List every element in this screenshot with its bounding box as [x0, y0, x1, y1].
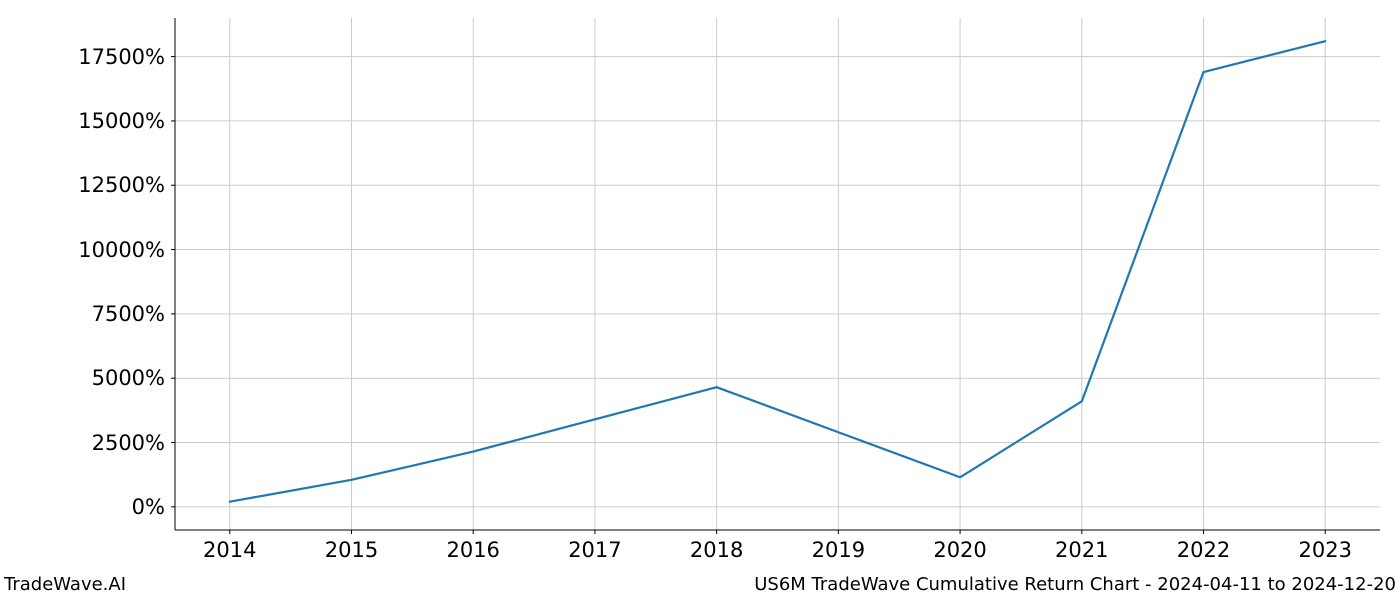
x-tick-label: 2019: [812, 538, 865, 562]
x-tick-label: 2020: [933, 538, 986, 562]
line-chart: [0, 0, 1400, 600]
y-tick-label: 2500%: [92, 431, 165, 455]
x-tick-label: 2016: [446, 538, 499, 562]
brand-label: TradeWave.AI: [4, 574, 126, 595]
y-tick-label: 12500%: [78, 173, 165, 197]
x-tick-label: 2021: [1055, 538, 1108, 562]
x-tick-label: 2014: [203, 538, 256, 562]
x-tick-label: 2022: [1177, 538, 1230, 562]
y-tick-label: 5000%: [92, 366, 165, 390]
y-tick-label: 7500%: [92, 302, 165, 326]
x-tick-label: 2017: [568, 538, 621, 562]
y-tick-label: 10000%: [78, 238, 165, 262]
y-tick-label: 17500%: [78, 45, 165, 69]
x-tick-label: 2015: [325, 538, 378, 562]
y-tick-label: 15000%: [78, 109, 165, 133]
chart-container: [0, 0, 1400, 600]
x-tick-label: 2023: [1298, 538, 1351, 562]
x-tick-label: 2018: [690, 538, 743, 562]
chart-caption: US6M TradeWave Cumulative Return Chart -…: [754, 574, 1396, 595]
y-tick-label: 0%: [132, 495, 165, 519]
